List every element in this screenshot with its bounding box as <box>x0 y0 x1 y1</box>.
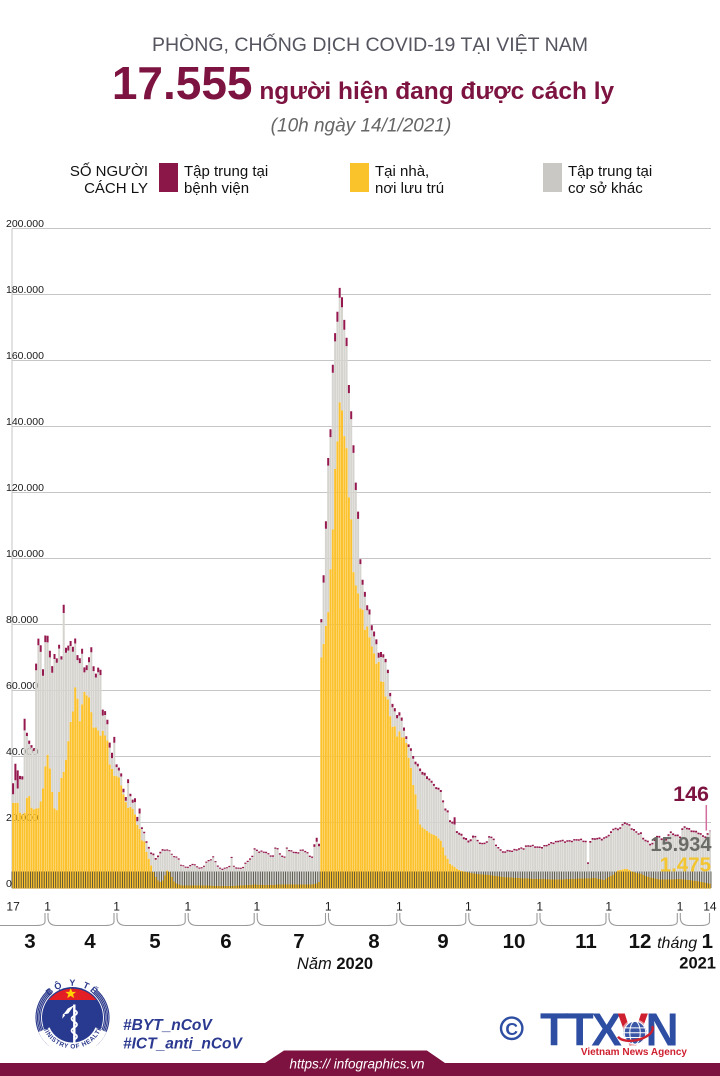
svg-text:Tại nhà,: Tại nhà, <box>375 163 429 180</box>
svg-text:1: 1 <box>465 900 472 914</box>
svg-text:Tập trung tại: Tập trung tại <box>184 163 268 180</box>
svg-text:10: 10 <box>503 930 526 953</box>
svg-text:8: 8 <box>368 930 379 953</box>
svg-text:https:// infographics.vn: https:// infographics.vn <box>289 1057 424 1072</box>
svg-text:60.000: 60.000 <box>6 680 38 692</box>
svg-text:1: 1 <box>605 900 612 914</box>
svg-text:180.000: 180.000 <box>6 284 44 296</box>
svg-text:15.934: 15.934 <box>650 834 712 856</box>
svg-text:14: 14 <box>703 900 717 914</box>
svg-text:cơ sở khác: cơ sở khác <box>568 180 643 197</box>
svg-text:1: 1 <box>677 900 684 914</box>
svg-text:SỐ NGƯỜI: SỐ NGƯỜI <box>70 162 148 180</box>
svg-text:Tập trung tại: Tập trung tại <box>568 163 652 180</box>
svg-text:1: 1 <box>44 900 51 914</box>
svg-text:bệnh viện: bệnh viện <box>184 180 249 197</box>
svg-text:CÁCH LY: CÁCH LY <box>84 180 148 197</box>
svg-text:PHÒNG, CHỐNG DỊCH COVID-19 TẠI: PHÒNG, CHỐNG DỊCH COVID-19 TẠI VIỆT NAM <box>152 32 588 56</box>
svg-text:1: 1 <box>396 900 403 914</box>
svg-text:1: 1 <box>185 900 192 914</box>
svg-text:17: 17 <box>6 900 20 914</box>
svg-text:160.000: 160.000 <box>6 350 44 362</box>
svg-text:7: 7 <box>293 930 304 953</box>
svg-text:1: 1 <box>113 900 120 914</box>
svg-text:5: 5 <box>149 930 160 953</box>
svg-text:0: 0 <box>6 878 12 890</box>
svg-text:1: 1 <box>325 900 332 914</box>
svg-text:#BYT_nCoV: #BYT_nCoV <box>123 1017 213 1034</box>
svg-text:Vietnam News Agency: Vietnam News Agency <box>581 1047 688 1058</box>
svg-text:9: 9 <box>437 930 448 953</box>
svg-text:12: 12 <box>629 930 652 953</box>
svg-text:nơi lưu trú: nơi lưu trú <box>375 180 444 197</box>
svg-text:3: 3 <box>24 930 35 953</box>
svg-text:#ICT_anti_nCoV: #ICT_anti_nCoV <box>123 1036 244 1053</box>
svg-text:146: 146 <box>673 782 709 806</box>
svg-text:140.000: 140.000 <box>6 416 44 428</box>
svg-text:2021: 2021 <box>679 955 716 973</box>
svg-text:6: 6 <box>220 930 231 953</box>
svg-text:1: 1 <box>536 900 543 914</box>
svg-text:40.000: 40.000 <box>6 746 38 758</box>
svg-text:1.475: 1.475 <box>660 854 711 877</box>
svg-text:C: C <box>505 1019 518 1039</box>
svg-text:120.000: 120.000 <box>6 482 44 494</box>
svg-text:4: 4 <box>84 930 96 953</box>
svg-text:80.000: 80.000 <box>6 614 38 626</box>
svg-text:TTX: TTX <box>540 1004 622 1056</box>
svg-text:N: N <box>646 1004 679 1056</box>
svg-text:200.000: 200.000 <box>6 218 44 230</box>
svg-text:tháng 1: tháng 1 <box>657 930 713 953</box>
svg-text:17.555 người hiện đang được cá: 17.555 người hiện đang được cách ly <box>112 57 615 109</box>
svg-text:1: 1 <box>254 900 261 914</box>
svg-text:(10h ngày 14/1/2021): (10h ngày 14/1/2021) <box>271 116 452 137</box>
svg-text:Năm 2020: Năm 2020 <box>297 955 373 973</box>
svg-text:11: 11 <box>575 930 597 953</box>
svg-text:100.000: 100.000 <box>6 548 44 560</box>
